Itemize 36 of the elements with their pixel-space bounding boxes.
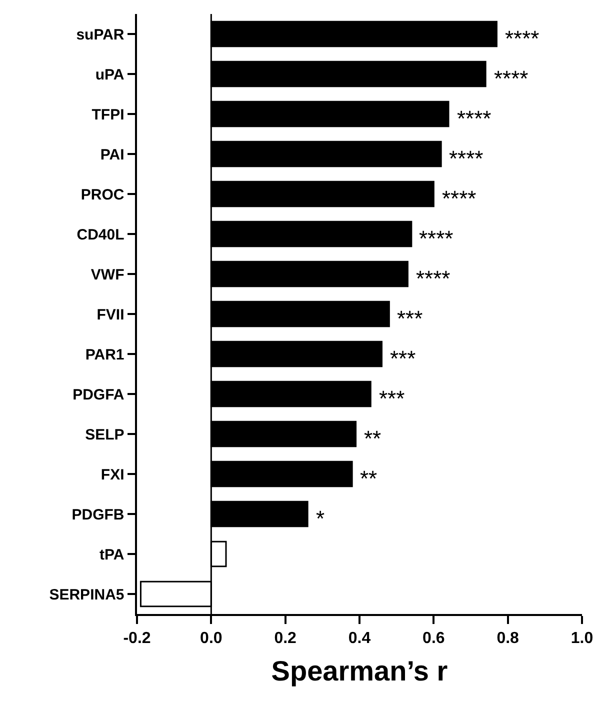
y-tick-label: SERPINA5 (49, 586, 124, 604)
y-tick-label: PROC (80, 186, 124, 204)
annotation: **** (419, 226, 454, 251)
y-tick-label: FXI (100, 466, 124, 484)
x-tick-label: 1.0 (570, 630, 594, 647)
y-tick-label: PDGFB (72, 506, 124, 524)
annotation: *** (379, 386, 406, 411)
y-tick-label: PAR1 (85, 346, 124, 364)
x-tick-label: 0.6 (422, 630, 445, 647)
y-tick-label: FVII (96, 306, 124, 324)
annotation: *** (397, 306, 424, 331)
x-tick-label: -0.2 (123, 630, 151, 647)
annotation: *** (390, 346, 416, 371)
y-tick-label: uPA (95, 66, 124, 84)
annotation: **** (494, 66, 529, 91)
y-tick-label: PDGFA (72, 386, 124, 404)
annotation: **** (505, 26, 540, 51)
annotation: ** (360, 466, 378, 491)
annotation: **** (442, 186, 477, 211)
y-tick-label: SELP (85, 426, 124, 444)
y-tick-label: TFPI (92, 106, 124, 124)
annotation: * (316, 506, 325, 531)
x-tick-label: 0.4 (348, 630, 371, 647)
annotation: ** (364, 426, 382, 451)
x-tick-label: 0.2 (274, 630, 297, 647)
y-tick-label: VWF (90, 266, 124, 284)
annotation: **** (449, 146, 484, 171)
y-tick-label: tPA (100, 546, 124, 564)
x-tick-label: 0.0 (200, 630, 222, 647)
x-tick-label: 0.8 (496, 630, 520, 647)
annotation: **** (416, 266, 451, 291)
y-tick-label: PAI (100, 146, 124, 164)
y-tick-label: CD40L (76, 226, 124, 244)
annotation: **** (457, 106, 492, 131)
x-axis-title: Spearman’s r (271, 656, 448, 687)
y-tick-label: suPAR (76, 26, 124, 44)
